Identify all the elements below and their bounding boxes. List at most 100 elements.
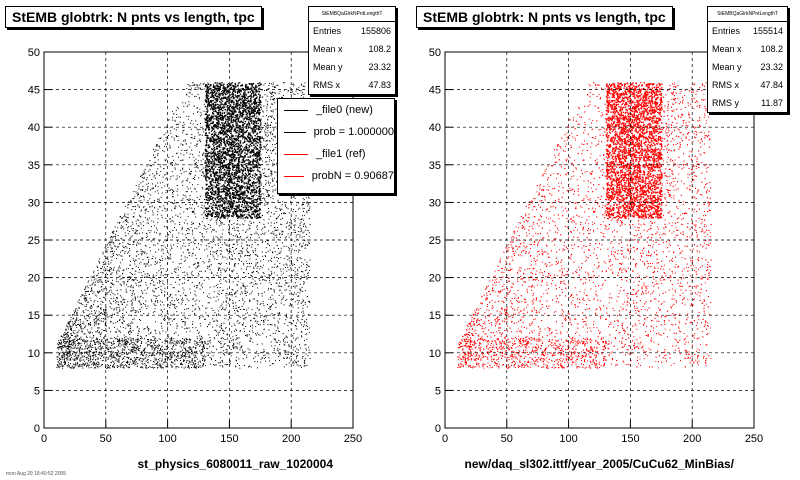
scatter-point: [116, 345, 118, 347]
scatter-point: [160, 245, 162, 247]
scatter-point: [220, 326, 222, 328]
scatter-point: [232, 235, 234, 237]
scatter-point: [155, 298, 157, 300]
scatter-point: [98, 346, 100, 347]
scatter-point: [132, 345, 134, 347]
scatter-point: [127, 217, 129, 219]
scatter-point: [243, 285, 244, 287]
scatter-point: [202, 167, 204, 169]
scatter-point: [103, 357, 105, 359]
scatter-point: [196, 86, 198, 88]
scatter-point: [255, 352, 257, 354]
scatter-point: [164, 343, 166, 345]
scatter-point: [95, 354, 97, 356]
scatter-point: [270, 175, 272, 177]
scatter-point: [155, 275, 157, 277]
scatter-point: [153, 187, 154, 189]
scatter-point: [175, 205, 177, 207]
scatter-point: [179, 224, 181, 225]
scatter-point: [230, 275, 231, 277]
scatter-point: [67, 331, 68, 333]
scatter-point: [226, 106, 228, 108]
scatter-point: [140, 338, 142, 339]
scatter-point: [239, 82, 241, 84]
scatter-point: [66, 334, 68, 336]
scatter-point: [159, 331, 161, 333]
scatter-point: [93, 279, 95, 281]
scatter-point: [266, 125, 268, 127]
scatter-point: [299, 234, 301, 236]
scatter-point: [273, 227, 275, 229]
scatter-point: [273, 222, 275, 224]
scatter-point: [148, 229, 150, 231]
scatter-point: [192, 362, 194, 363]
scatter-point: [263, 223, 265, 225]
scatter-point: [68, 324, 70, 326]
scatter-point: [147, 361, 149, 363]
scatter-point: [134, 347, 135, 349]
scatter-point: [292, 265, 294, 267]
scatter-point: [173, 159, 175, 161]
scatter-point: [125, 327, 127, 329]
scatter-point: [240, 256, 242, 258]
scatter-point: [160, 366, 161, 368]
scatter-point: [178, 123, 180, 125]
scatter-point: [84, 299, 86, 301]
scatter-point: [147, 362, 149, 364]
scatter-point: [205, 229, 207, 230]
scatter-point: [115, 338, 116, 340]
scatter-point: [302, 299, 304, 301]
scatter-point: [137, 192, 139, 194]
scatter-point: [202, 83, 204, 85]
scatter-point: [295, 325, 297, 327]
scatter-point: [197, 338, 199, 340]
scatter-point: [127, 357, 129, 358]
scatter-point: [172, 193, 174, 195]
scatter-point: [143, 353, 145, 355]
scatter-point: [153, 176, 155, 178]
scatter-point: [72, 340, 74, 342]
scatter-point: [85, 318, 87, 320]
scatter-point: [207, 255, 209, 257]
scatter-point: [154, 185, 156, 187]
scatter-point: [151, 179, 153, 181]
scatter-point: [132, 223, 134, 225]
scatter-point: [248, 125, 250, 127]
scatter-point: [249, 160, 251, 162]
scatter-point: [223, 137, 225, 139]
scatter-point: [142, 190, 143, 191]
scatter-point: [250, 366, 252, 368]
scatter-point: [253, 222, 255, 224]
scatter-point: [106, 257, 108, 259]
scatter-point: [296, 274, 298, 276]
scatter-point: [165, 331, 167, 333]
scatter-point: [270, 324, 272, 325]
scatter-point: [101, 276, 103, 278]
scatter-point: [237, 237, 239, 238]
scatter-point: [99, 339, 101, 340]
scatter-point: [77, 331, 79, 333]
scatter-point: [170, 244, 172, 246]
scatter-point: [181, 283, 183, 285]
scatter-point: [171, 161, 173, 163]
scatter-point: [235, 148, 237, 150]
scatter-point: [292, 269, 294, 271]
scatter-point: [141, 353, 143, 355]
scatter-point: [185, 304, 187, 306]
scatter-point: [199, 344, 201, 346]
scatter-point: [140, 295, 142, 297]
scatter-point: [201, 204, 203, 206]
scatter-point: [243, 328, 245, 330]
scatter-point: [166, 136, 168, 138]
scatter-point: [175, 135, 177, 136]
scatter-point: [61, 340, 63, 342]
scatter-point: [161, 248, 163, 250]
scatter-point: [206, 218, 207, 219]
scatter-point: [93, 354, 95, 356]
scatter-point: [166, 146, 167, 148]
scatter-point: [279, 90, 281, 92]
scatter-point: [253, 169, 255, 171]
scatter-point: [191, 120, 193, 122]
scatter-point: [270, 125, 272, 126]
scatter-point: [220, 169, 222, 171]
